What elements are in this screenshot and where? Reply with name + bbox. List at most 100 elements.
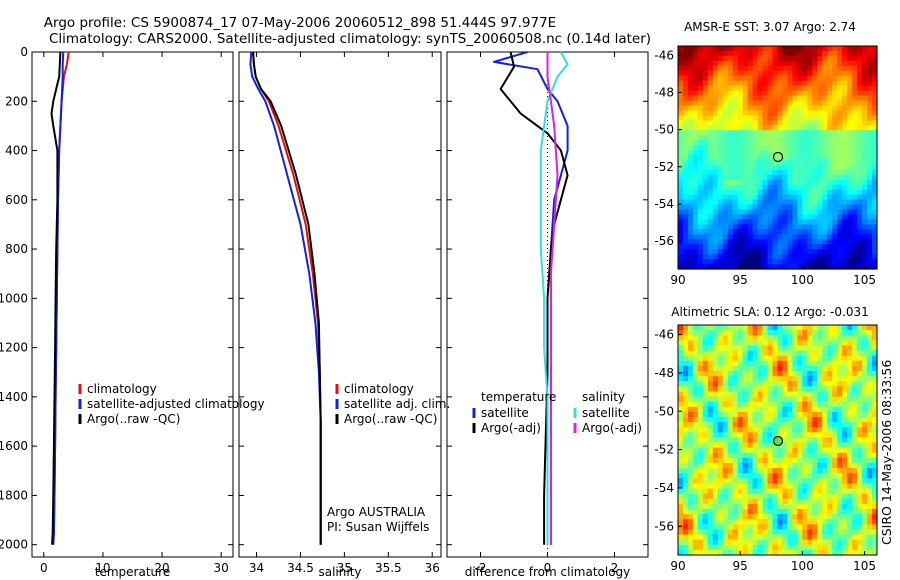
map-cell <box>742 401 749 408</box>
map-cell <box>742 549 749 556</box>
map-cell <box>692 345 699 352</box>
map-cell <box>722 184 729 191</box>
map-cell <box>682 55 689 62</box>
map-cell <box>872 115 878 121</box>
map-x-tick-label: 100 <box>791 559 814 573</box>
map-cell <box>727 264 734 270</box>
map-cell <box>767 65 774 72</box>
map-cell <box>692 376 699 382</box>
map-cell <box>807 350 813 357</box>
map-cell <box>692 417 699 423</box>
map-cell <box>857 473 863 479</box>
map-cell <box>772 199 779 206</box>
map-cell <box>802 184 808 191</box>
map-cell <box>852 519 858 525</box>
map-cell <box>777 478 784 485</box>
map-cell <box>847 371 853 377</box>
map-cell <box>697 150 704 156</box>
legend-heading-temperature: temperature <box>481 390 556 404</box>
map-cell <box>822 150 828 156</box>
map-cell <box>762 130 769 136</box>
map-cell <box>872 135 878 141</box>
map-cell <box>727 386 734 393</box>
map-cell <box>727 140 734 146</box>
map-cell <box>872 169 878 176</box>
map-cell <box>707 539 714 546</box>
map-cell <box>737 437 744 444</box>
map-cell <box>822 432 828 439</box>
map-cell <box>787 478 794 485</box>
map-cell <box>682 110 689 116</box>
map-cell <box>752 75 759 82</box>
map-cell <box>787 159 794 166</box>
map-cell <box>872 437 878 444</box>
map-cell <box>837 219 843 225</box>
map-cell <box>737 155 744 161</box>
map-cell <box>852 234 858 240</box>
map-cell <box>827 371 833 377</box>
map-cell <box>872 50 878 57</box>
sla-argo-marker <box>772 435 784 447</box>
map-cell <box>707 457 714 464</box>
map-cell <box>757 335 764 341</box>
map-cell <box>777 244 784 250</box>
map-cell <box>742 239 749 245</box>
map-cell <box>697 85 704 92</box>
map-cell <box>752 406 759 413</box>
map-cell <box>707 184 714 191</box>
map-cell <box>797 164 803 171</box>
map-cell <box>777 381 784 387</box>
map-cell <box>842 179 848 186</box>
map-cell <box>712 209 719 216</box>
map-cell <box>837 115 843 121</box>
map-cell <box>682 483 689 490</box>
map-cell <box>852 355 858 362</box>
map-cell <box>792 46 798 52</box>
map-cell <box>842 406 848 413</box>
map-cell <box>832 50 838 57</box>
map-cell <box>772 360 779 367</box>
map-cell <box>787 330 794 336</box>
map-cell <box>777 549 784 556</box>
map-cell <box>712 85 719 92</box>
map-cell <box>707 189 714 196</box>
map-cell <box>807 447 813 454</box>
map-cell <box>732 244 739 250</box>
map-cell <box>847 355 853 362</box>
map-cell <box>742 493 749 500</box>
map-cell <box>722 189 729 196</box>
map-cell <box>757 442 764 449</box>
map-cell <box>792 80 798 87</box>
map-cell <box>687 386 694 393</box>
map-cell <box>832 514 838 520</box>
map-cell <box>857 85 863 92</box>
map-cell <box>817 110 823 116</box>
map-cell <box>872 164 878 171</box>
map-cell <box>837 100 843 107</box>
map-cell <box>822 110 828 116</box>
map-cell <box>772 95 779 102</box>
map-cell <box>742 452 749 459</box>
map-cell <box>752 468 759 474</box>
map-cell <box>872 376 878 382</box>
map-cell <box>872 224 878 230</box>
map-cell <box>817 534 823 541</box>
map-cell <box>732 417 739 423</box>
map-cell <box>712 140 719 146</box>
map-cell <box>802 539 808 546</box>
map-cell <box>678 140 684 146</box>
map-cell <box>692 478 699 485</box>
map-cell <box>762 204 769 211</box>
map-cell <box>722 214 729 221</box>
map-cell <box>747 498 754 505</box>
map-cell <box>817 194 823 201</box>
map-cell <box>752 254 759 260</box>
map-cell <box>762 110 769 116</box>
map-cell <box>732 376 739 382</box>
map-cell <box>732 264 739 270</box>
map-cell <box>712 391 719 398</box>
map-cell <box>842 325 848 331</box>
map-cell <box>832 130 838 136</box>
map-cell <box>787 135 794 141</box>
map-cell <box>777 463 784 469</box>
